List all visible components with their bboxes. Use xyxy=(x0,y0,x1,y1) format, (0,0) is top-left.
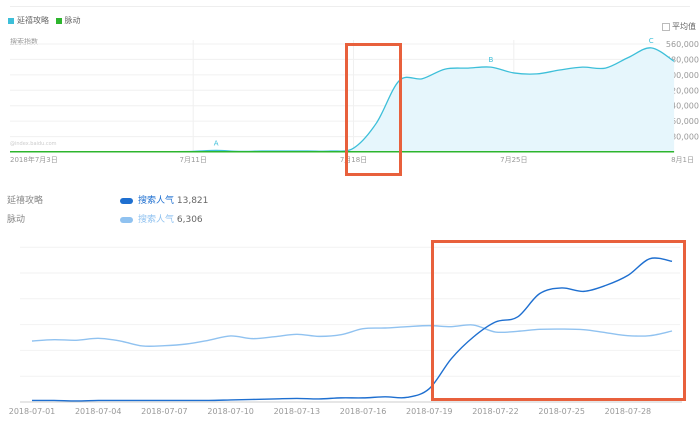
x-tick-label: 2018-07-19 xyxy=(406,407,453,416)
x-tick-label: 2018-07-07 xyxy=(141,407,188,416)
metric-value: 6,306 xyxy=(176,215,203,225)
checkbox-box[interactable] xyxy=(662,22,670,31)
x-tick-label: 7月18日 xyxy=(340,156,367,164)
watermark: @index.baidu.com xyxy=(10,141,57,147)
x-tick-label: 2018-07-04 xyxy=(75,407,122,416)
metric-value: 13,821 xyxy=(176,196,209,206)
legend-pill xyxy=(120,197,133,204)
y-tick-label: 560,000 xyxy=(666,40,699,49)
legend-swatch xyxy=(55,17,62,24)
area-fill-yanxi xyxy=(10,47,675,152)
y-tick-label: 480,000 xyxy=(666,55,699,64)
legend-item-maidong[interactable]: 脉动 xyxy=(55,16,81,25)
y-tick-label: 400,000 xyxy=(666,71,699,80)
bottom-legend-item-2[interactable]: 搜索人气 6,306 xyxy=(120,212,203,225)
legend-label: 脉动 xyxy=(64,16,81,25)
x-tick-label: 7月25日 xyxy=(500,156,527,164)
x-tick-label: 7月11日 xyxy=(180,156,207,164)
metric-label: 搜索人气 xyxy=(138,215,175,225)
bottom-legend-series-2: 脉动 xyxy=(7,215,26,225)
x-tick-label: 2018-07-28 xyxy=(605,407,652,416)
x-tick-label: 2018-07-13 xyxy=(274,407,321,416)
bottom-legend-item-1[interactable]: 搜索人气 13,821 xyxy=(120,193,208,206)
x-tick-label: 2018-07-22 xyxy=(472,407,519,416)
annotation-marker: C xyxy=(649,37,654,45)
average-checkbox[interactable]: 平均值 xyxy=(662,21,696,32)
top-legend: 延禧攻略 脉动 xyxy=(8,15,81,26)
y-axis-label: 搜索指数 xyxy=(10,38,38,46)
x-tick-label: 2018年7月3日 xyxy=(10,155,58,164)
y-tick-label: 160,000 xyxy=(666,117,699,126)
bottom-legend-series-1: 延禧攻略 xyxy=(7,196,44,206)
x-tick-label: 2018-07-16 xyxy=(340,407,387,416)
x-tick-label: 2018-07-01 xyxy=(9,407,56,416)
series-line-maidong xyxy=(31,324,673,347)
x-tick-label: 8月1日 xyxy=(671,156,694,164)
annotation-marker: B xyxy=(488,56,493,64)
highlight-box-bottom xyxy=(431,240,686,401)
legend-label: 延禧攻略 xyxy=(17,16,49,25)
y-tick-label: 240,000 xyxy=(666,102,699,111)
x-tick-label: 2018-07-10 xyxy=(207,407,254,416)
metric-label: 搜索人气 xyxy=(138,196,175,206)
checkbox-label: 平均值 xyxy=(672,22,696,31)
top-divider xyxy=(10,6,690,7)
y-tick-label: 320,000 xyxy=(666,86,699,95)
series-line-yanxi xyxy=(31,257,673,402)
legend-pill xyxy=(120,216,133,223)
legend-item-yanxi[interactable]: 延禧攻略 xyxy=(8,16,49,25)
x-tick-label: 2018-07-25 xyxy=(538,407,585,416)
highlight-box-top xyxy=(345,43,402,176)
annotation-marker: A xyxy=(214,139,219,147)
legend-swatch xyxy=(8,17,14,24)
y-tick-label: 80,000 xyxy=(671,133,699,142)
